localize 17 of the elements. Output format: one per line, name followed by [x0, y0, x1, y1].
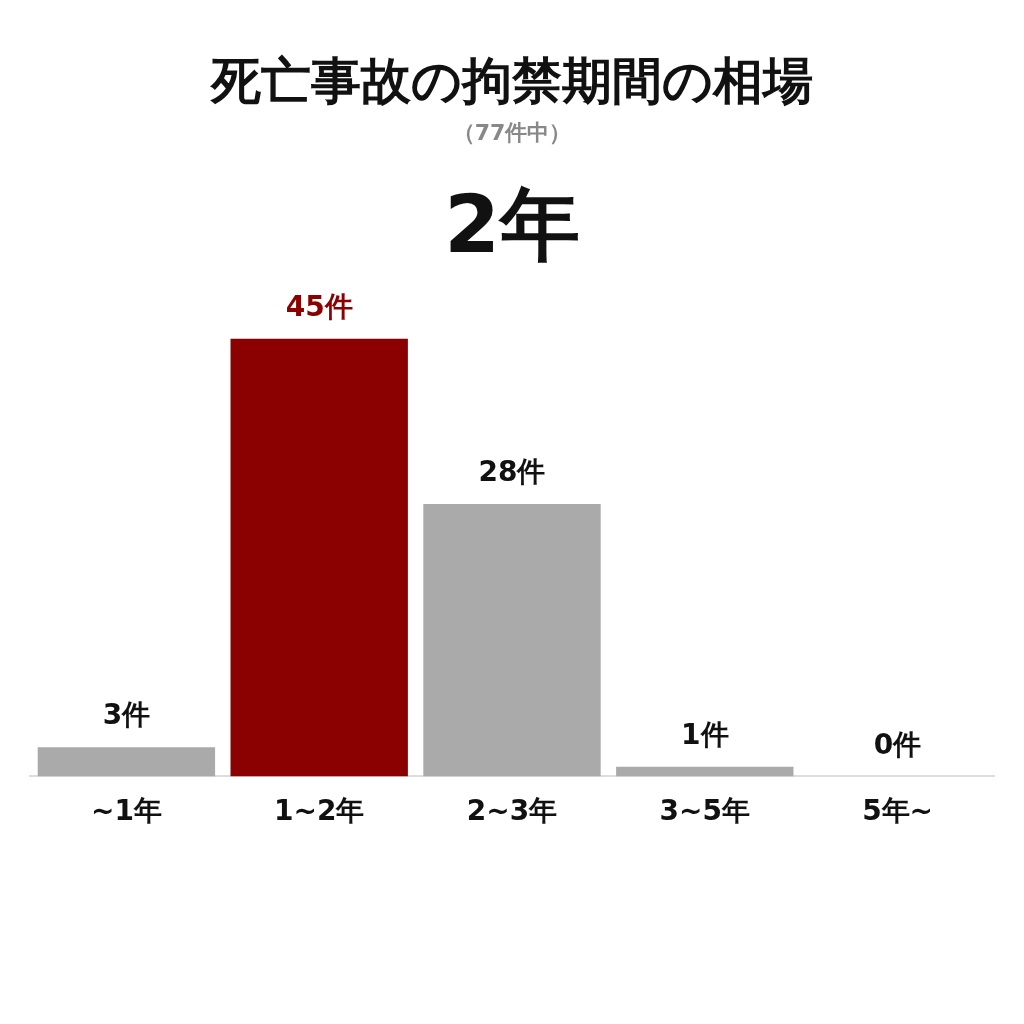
bar	[616, 766, 794, 777]
chart-subtitle: （77件中）	[451, 119, 573, 147]
x-tick-label: 5年~	[862, 794, 934, 828]
x-tick-label: 3~5年	[659, 794, 751, 828]
x-tick-label: 2~3年	[466, 794, 558, 828]
data-label: 45件	[285, 289, 353, 323]
chart-title: 死亡事故の拘禁期間の相場	[209, 51, 814, 112]
x-tick-label: 1~2年	[273, 794, 365, 828]
data-label: 28件	[478, 455, 546, 489]
data-label: 0件	[873, 727, 922, 761]
data-label: 1件	[681, 717, 729, 751]
bar	[37, 747, 216, 777]
bar	[230, 338, 408, 777]
bar	[423, 504, 601, 777]
text: 2年	[443, 177, 581, 273]
x-tick-label: ~1年	[90, 794, 162, 828]
data-label: 3件	[102, 698, 151, 732]
